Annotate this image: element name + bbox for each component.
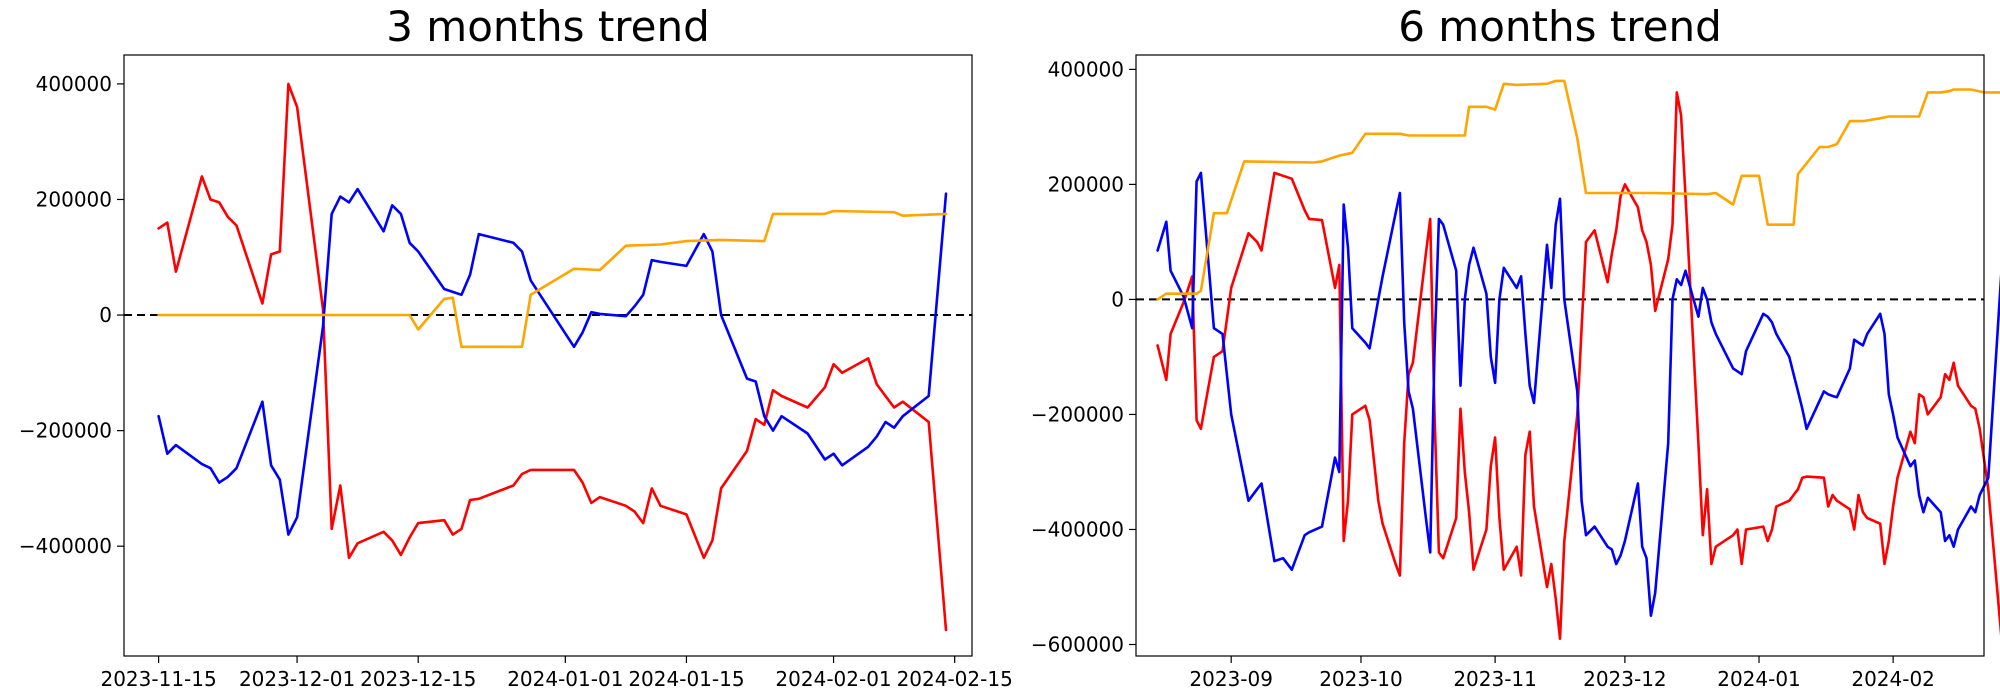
y-tick-label: −400000 [19,534,112,558]
x-tick-label: 2024-01-01 [507,667,623,691]
y-tick-label: 200000 [36,187,112,211]
chart-panel-6-months: 6 months trend −600000 −400000 −200000 0 2000… [1031,2,2000,691]
x-tick-label: 2023-10 [1319,667,1403,691]
y-tick-label: −200000 [19,419,112,443]
chart-panel-3-months: 3 months trend −400000 −200000 0 200000 40000… [19,2,1013,691]
y-tick-label: 400000 [36,72,112,96]
chart-title: 3 months trend [386,2,710,51]
x-tick-label: 2024-02 [1851,667,1935,691]
x-tick-label: 2023-12-01 [239,667,355,691]
x-tick-label: 2023-12-15 [360,667,476,691]
x-tick-label: 2024-02-01 [775,667,891,691]
y-tick-label: 0 [99,303,112,327]
series-line-0 [157,82,948,632]
chart-title: 6 months trend [1398,2,1722,51]
x-tick-label: 2023-11 [1453,667,1537,691]
series-line-1 [1156,171,2000,618]
series-line-1 [157,187,948,536]
series-line-0 [1156,91,2000,641]
plot-frame [1135,54,1985,657]
series-line-2 [157,209,948,349]
x-tick-label: 2024-01 [1717,667,1801,691]
y-tick-label: 0 [1111,287,1124,311]
y-tick-label: 400000 [1048,57,1124,81]
x-tick-label: 2024-02-15 [897,667,1013,691]
plot-frame [123,54,973,657]
x-tick-label: 2024-01-15 [628,667,744,691]
y-tick-label: −200000 [1031,402,1124,426]
x-tick-label: 2023-12 [1583,667,1667,691]
x-tick-label: 2023-11-15 [100,667,216,691]
y-tick-label: −600000 [1031,632,1124,656]
series-line-2 [1156,79,2000,301]
x-tick-label: 2023-09 [1189,667,1273,691]
y-tick-label: −400000 [1031,517,1124,541]
y-tick-label: 200000 [1048,172,1124,196]
